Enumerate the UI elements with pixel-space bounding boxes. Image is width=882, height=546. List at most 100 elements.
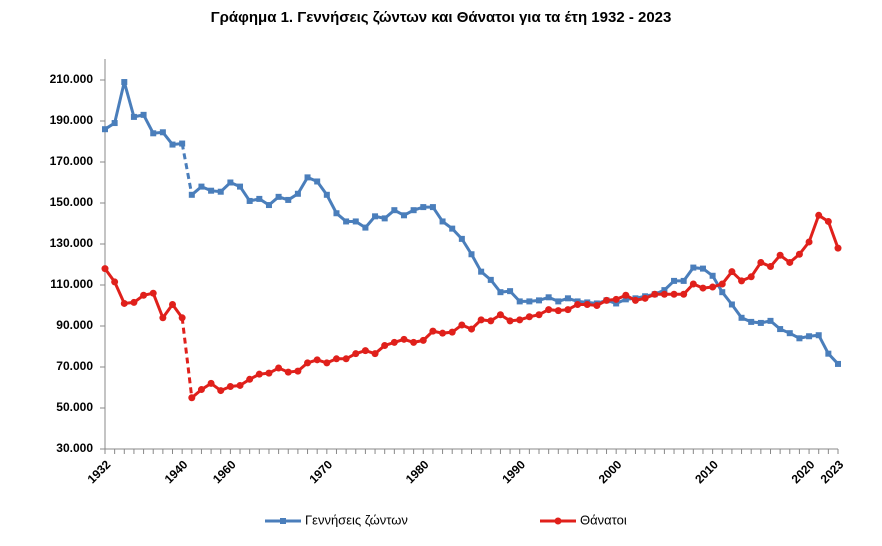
marker <box>179 140 186 147</box>
marker <box>169 300 177 308</box>
marker <box>478 268 485 275</box>
marker <box>361 347 369 355</box>
marker <box>159 314 167 322</box>
marker <box>217 188 224 195</box>
marker <box>689 280 697 288</box>
marker <box>564 306 572 314</box>
marker <box>255 370 263 378</box>
marker <box>487 317 495 325</box>
x-tick-label: 1940 <box>162 457 191 486</box>
x-tick-label: 2023 <box>818 457 847 486</box>
marker <box>487 276 494 283</box>
marker <box>265 202 272 209</box>
marker <box>690 264 697 271</box>
marker <box>555 298 562 305</box>
marker <box>207 379 215 387</box>
marker <box>776 251 784 259</box>
marker <box>583 300 591 308</box>
dashed-segment <box>180 317 194 398</box>
x-tick-label: 1932 <box>85 457 114 486</box>
marker <box>458 235 465 242</box>
marker <box>371 350 379 358</box>
legend-label: Θάνατοι <box>580 512 627 527</box>
marker <box>516 316 524 324</box>
marker <box>651 290 659 298</box>
x-tick-label: 1970 <box>306 457 335 486</box>
x-tick-label: 2010 <box>692 457 721 486</box>
marker <box>342 355 350 363</box>
marker <box>121 79 128 86</box>
marker <box>622 296 629 303</box>
marker <box>477 316 485 324</box>
marker <box>391 207 398 214</box>
marker <box>294 190 301 197</box>
marker <box>352 218 359 225</box>
marker <box>226 382 234 390</box>
marker <box>767 317 774 324</box>
y-tick-label: 50.000 <box>56 400 93 414</box>
marker <box>284 368 292 376</box>
marker <box>304 359 312 367</box>
marker <box>429 327 437 335</box>
marker <box>516 298 523 305</box>
marker <box>420 204 427 211</box>
marker <box>834 244 842 252</box>
y-tick-label: 170.000 <box>50 154 94 168</box>
series-line <box>190 175 840 365</box>
marker <box>227 179 234 186</box>
legend-label: Γεννήσεις ζώντων <box>305 512 408 527</box>
marker <box>718 280 726 288</box>
marker <box>545 294 552 301</box>
marker <box>709 283 717 291</box>
marker <box>130 298 138 306</box>
marker <box>719 289 726 296</box>
marker <box>786 258 794 266</box>
marker <box>381 215 388 222</box>
marker <box>169 141 176 148</box>
y-tick-label: 110.000 <box>50 277 93 291</box>
marker <box>699 265 706 272</box>
marker <box>275 364 283 372</box>
marker <box>343 218 350 225</box>
marker <box>246 375 254 383</box>
marker <box>536 297 543 304</box>
marker <box>208 187 215 194</box>
chart-title: Γράφημα 1. Γεννήσεις ζώντων και Θάνατοι … <box>211 9 672 26</box>
marker <box>372 213 379 220</box>
y-tick-label: 190.000 <box>50 113 94 127</box>
marker <box>439 218 446 225</box>
marker <box>738 277 746 285</box>
marker <box>468 325 475 333</box>
marker <box>574 300 582 308</box>
legend-marker <box>280 518 286 524</box>
marker <box>680 277 687 284</box>
marker <box>130 113 137 120</box>
marker <box>757 258 765 266</box>
y-tick-label: 90.000 <box>56 318 93 332</box>
marker <box>709 272 716 279</box>
marker <box>217 387 225 395</box>
marker <box>728 301 735 308</box>
marker <box>806 333 813 340</box>
marker <box>410 338 418 346</box>
marker <box>198 183 205 190</box>
marker <box>699 284 707 292</box>
marker <box>786 330 793 337</box>
marker <box>738 314 745 321</box>
marker <box>429 204 436 211</box>
marker <box>824 217 832 225</box>
marker <box>795 250 803 258</box>
marker <box>140 111 147 118</box>
x-tick-label: 1990 <box>499 457 528 486</box>
x-tick-label: 1960 <box>210 457 239 486</box>
y-tick-label: 210.000 <box>50 72 94 86</box>
marker <box>507 288 514 295</box>
marker <box>304 174 311 181</box>
marker <box>777 326 784 333</box>
marker <box>159 129 166 136</box>
marker <box>497 289 504 296</box>
marker <box>400 212 407 219</box>
marker <box>178 314 186 322</box>
marker <box>641 294 649 302</box>
marker <box>313 356 321 364</box>
